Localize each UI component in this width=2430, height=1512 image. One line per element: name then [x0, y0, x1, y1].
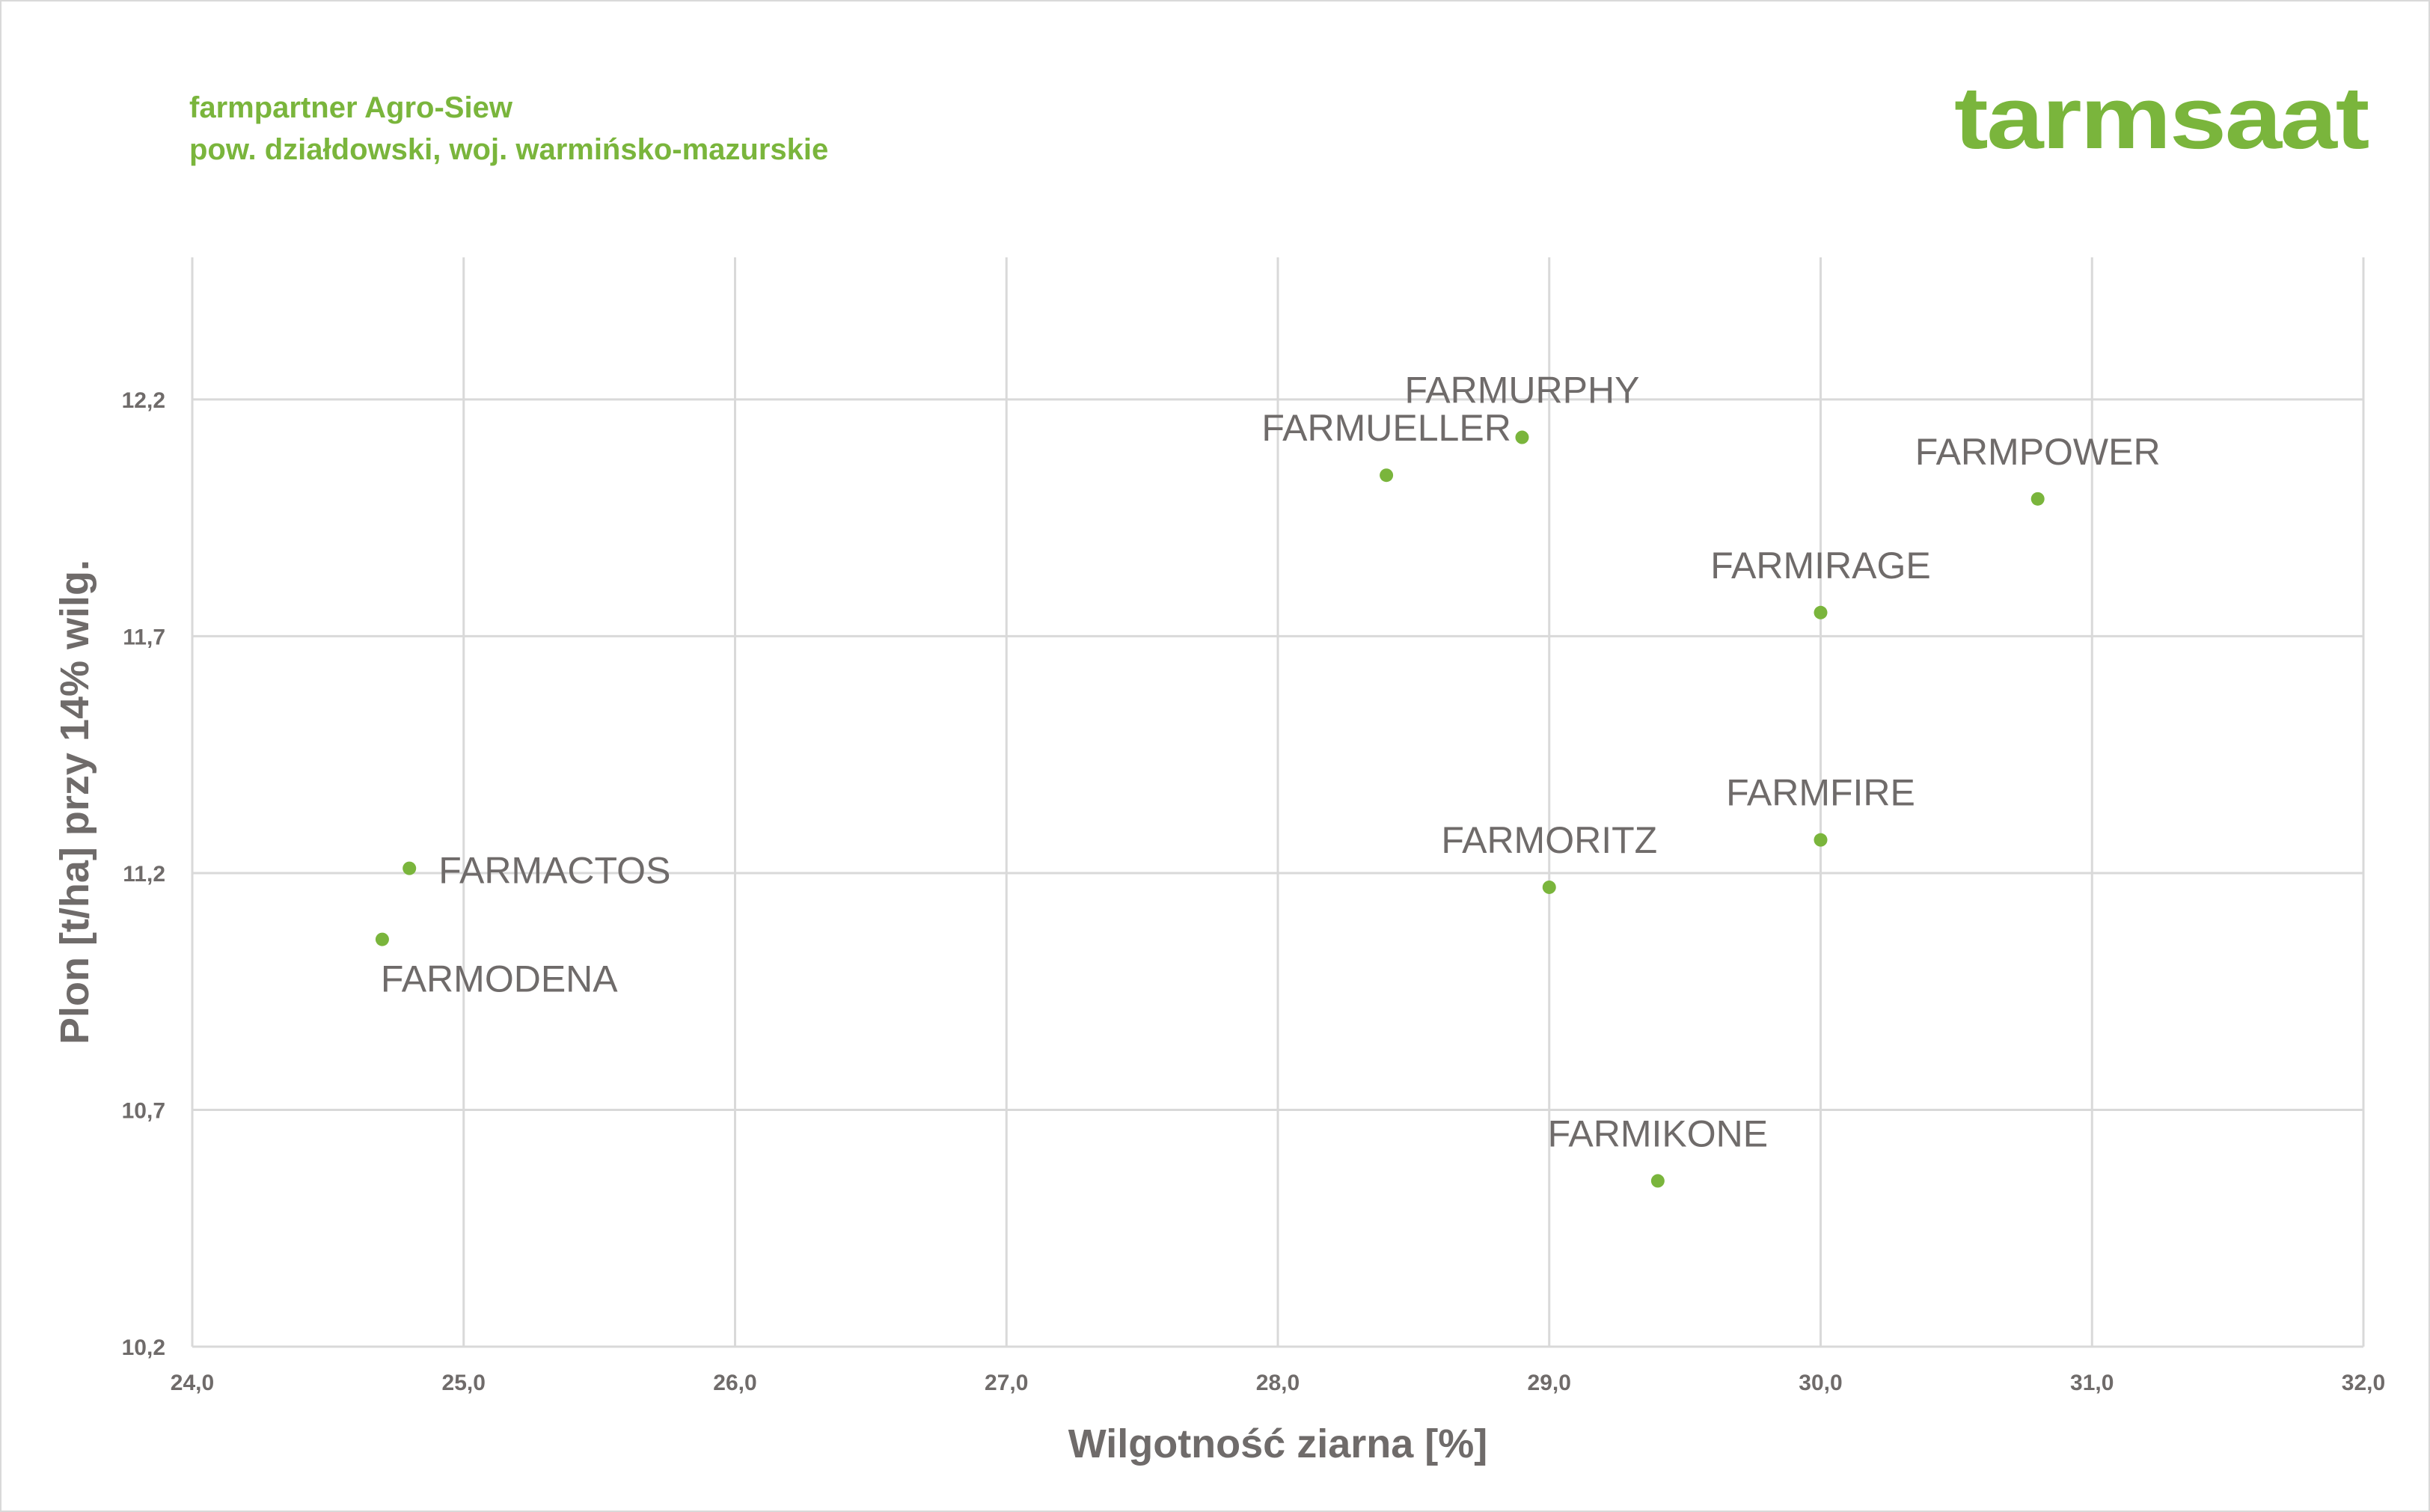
- x-tick-label: 24,0: [171, 1371, 214, 1395]
- data-label: FARMUELLER: [1261, 407, 1511, 449]
- data-label: FARMACTOS: [438, 850, 670, 892]
- data-point: [1650, 1174, 1665, 1188]
- y-tick-label: 10,2: [122, 1335, 165, 1360]
- brand-logo: tarmsaat: [1954, 69, 2369, 168]
- x-tick-label: 31,0: [2070, 1371, 2114, 1395]
- subtitle-farm: farmpartner Agro-Siew: [189, 91, 512, 124]
- y-tick-label: 12,2: [122, 388, 165, 413]
- subtitle-location: pow. działdowski, woj. warmińsko-mazursk…: [189, 133, 829, 166]
- data-label: FARMORITZ: [1441, 819, 1657, 861]
- x-tick-label: 25,0: [442, 1371, 486, 1395]
- data-label: FARMURPHY: [1405, 370, 1640, 411]
- data-point: [1814, 605, 1828, 619]
- data-point: [1515, 430, 1529, 444]
- data-point: [403, 861, 417, 875]
- y-tick-label: 11,2: [123, 862, 165, 887]
- x-tick-label: 29,0: [1528, 1371, 1571, 1395]
- data-point: [1542, 880, 1556, 894]
- data-label: FARMIRAGE: [1710, 545, 1930, 587]
- data-label: FARMIKONE: [1548, 1112, 1768, 1154]
- x-axis-title: Wilgotność ziarna [%]: [1068, 1421, 1488, 1466]
- x-tick-label: 28,0: [1256, 1371, 1300, 1395]
- data-point: [1814, 833, 1828, 847]
- data-point: [375, 932, 389, 946]
- x-tick-label: 27,0: [985, 1371, 1028, 1395]
- x-tick-label: 32,0: [2342, 1371, 2385, 1395]
- data-label: FARMODENA: [381, 958, 618, 1000]
- y-axis-title: Plon [t/ha] przy 14% wilg.: [52, 560, 97, 1044]
- data-label: FARMPOWER: [1915, 431, 2161, 473]
- y-tick-label: 11,7: [123, 625, 165, 649]
- y-tick-label: 10,7: [122, 1098, 165, 1123]
- data-point: [2030, 492, 2045, 506]
- data-label: FARMFIRE: [1726, 772, 1915, 814]
- x-tick-label: 30,0: [1799, 1371, 1842, 1395]
- x-tick-label: 26,0: [713, 1371, 756, 1395]
- data-point: [1380, 468, 1394, 483]
